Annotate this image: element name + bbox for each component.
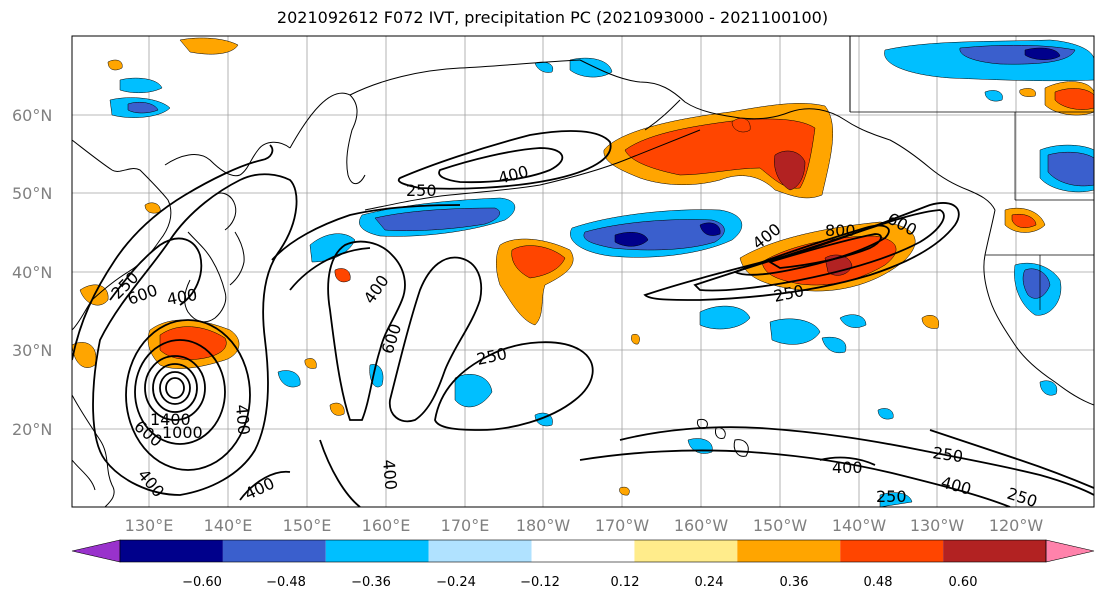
- lat-label-50n: 50°N: [12, 184, 52, 203]
- lat-label-30n: 30°N: [12, 341, 52, 360]
- colorbar: [71, 539, 1095, 563]
- contour-label: 1000: [162, 423, 203, 442]
- lon-label-170e: 170°E: [441, 516, 490, 535]
- colorbar-segment: [840, 540, 944, 562]
- lon-label-130e: 130°E: [125, 516, 174, 535]
- lon-label-160e: 160°E: [362, 516, 411, 535]
- map-panel: [72, 36, 1094, 507]
- colorbar-tick-label: −0.24: [436, 575, 476, 590]
- lon-label-160w: 160°W: [674, 516, 729, 535]
- contour-label: 250: [1005, 484, 1040, 512]
- ivt-contours: [72, 130, 1094, 507]
- lon-label-120w: 120°W: [989, 516, 1044, 535]
- contour-label: 250: [931, 443, 964, 466]
- colorbar-segment: [737, 540, 841, 562]
- lon-label-140w: 140°W: [832, 516, 887, 535]
- colorbar-tick-label: 0.36: [780, 575, 809, 590]
- colorbar-extend-max: [1045, 539, 1095, 563]
- contour-label: 400: [832, 458, 863, 477]
- lat-label-60n: 60°N: [12, 106, 52, 125]
- lon-label-180w: 180°W: [516, 516, 571, 535]
- colorbar-tick-label: 0.60: [949, 575, 978, 590]
- latitude-labels: 60°N 50°N 40°N 30°N 20°N: [12, 106, 52, 439]
- contour-labels: 400 250 400 600 800 250 400 600 250 600 …: [107, 162, 1040, 512]
- colorbar-extend-min: [71, 539, 121, 563]
- colorbar-ticks: −0.60 −0.48 −0.36 −0.24 −0.12 0.12 0.24 …: [182, 575, 977, 590]
- colorbar-segment: [222, 540, 326, 562]
- colorbar-tick-label: −0.36: [351, 575, 391, 590]
- colorbar-tick-label: 0.12: [611, 575, 640, 590]
- colorbar-tick-label: −0.12: [520, 575, 560, 590]
- contour-label: 400: [232, 404, 254, 436]
- colorbar-segment: [428, 540, 532, 562]
- contour-label: 400: [379, 459, 401, 491]
- lon-label-140e: 140°E: [204, 516, 253, 535]
- longitude-labels: 130°E 140°E 150°E 160°E 170°E 180°W 170°…: [125, 516, 1044, 535]
- precip-shading: [72, 37, 1094, 507]
- colorbar-tick-label: −0.60: [182, 575, 222, 590]
- map-title: 2021092612 F072 IVT, precipitation PC (2…: [276, 8, 829, 27]
- lon-label-170w: 170°W: [595, 516, 650, 535]
- colorbar-tick-label: −0.48: [266, 575, 306, 590]
- colorbar-tick-label: 0.48: [864, 575, 893, 590]
- contour-label: 250: [876, 487, 907, 506]
- colorbar-tick-label: 0.24: [695, 575, 724, 590]
- coastlines: [72, 36, 1094, 507]
- lon-label-150e: 150°E: [283, 516, 332, 535]
- lat-label-20n: 20°N: [12, 420, 52, 439]
- colorbar-segment: [325, 540, 429, 562]
- gridlines: [72, 36, 1094, 507]
- lat-label-40n: 40°N: [12, 263, 52, 282]
- colorbar-segment: [531, 540, 635, 562]
- contour-label: 800: [825, 221, 856, 240]
- colorbar-segment: [120, 540, 223, 562]
- colorbar-segment: [943, 540, 1046, 562]
- contour-label: 250: [406, 181, 437, 200]
- map-frame: [71, 35, 1095, 508]
- colorbar-segment: [634, 540, 738, 562]
- colorbar-border: [119, 539, 1047, 563]
- lon-label-130w: 130°W: [910, 516, 965, 535]
- contour-label: 1400: [150, 410, 191, 429]
- lon-label-150w: 150°W: [753, 516, 808, 535]
